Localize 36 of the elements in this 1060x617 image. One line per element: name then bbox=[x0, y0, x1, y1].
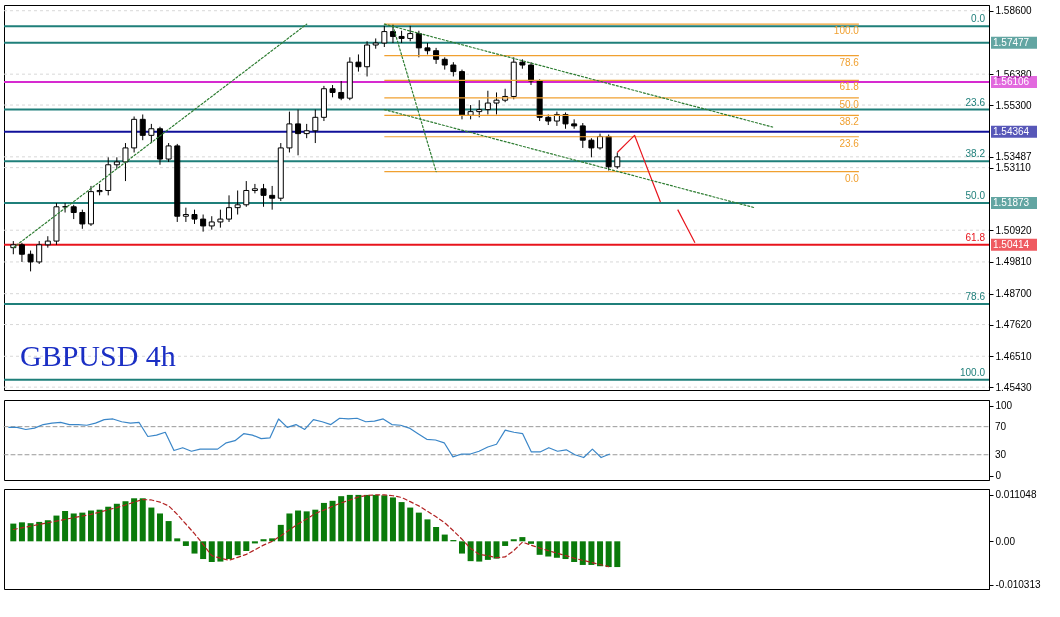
y-tick-label: 1.53487 bbox=[995, 151, 1033, 163]
annotation: 78.6 bbox=[839, 56, 860, 68]
annotation: 100.0 bbox=[959, 366, 986, 378]
ref-line-label: 1.57477 bbox=[993, 36, 1030, 48]
annotation: 50.0 bbox=[839, 98, 860, 110]
annotation: 23.6 bbox=[839, 137, 860, 149]
y-tick-label: 1.50920 bbox=[995, 224, 1033, 236]
annotation: 38.2 bbox=[965, 148, 986, 160]
y-tick-label: 1.53110 bbox=[995, 162, 1032, 174]
ref-line-label: 1.50414 bbox=[993, 238, 1030, 250]
y-tick-label: 1.58600 bbox=[995, 5, 1033, 17]
annotation: 61.8 bbox=[839, 81, 860, 93]
y-tick-label: 100 bbox=[995, 400, 1013, 412]
y-tick-label: 0.00 bbox=[995, 535, 1016, 547]
annotation: 50.0 bbox=[965, 189, 986, 201]
annotation: 38.2 bbox=[839, 116, 860, 128]
y-tick-label: 1.46510 bbox=[995, 350, 1033, 362]
y-tick-label: 1.45430 bbox=[995, 381, 1033, 393]
text: GBPUSD 4h bbox=[20, 339, 176, 372]
ref-line-label: 70 bbox=[995, 420, 1007, 432]
y-tick-label: 1.55300 bbox=[995, 99, 1033, 111]
ref-line-label: 1.51873 bbox=[993, 196, 1030, 208]
annotation: 0.0 bbox=[844, 172, 860, 184]
y-tick-label: 0 bbox=[995, 470, 1002, 482]
y-tick-label: 1.47620 bbox=[995, 319, 1033, 331]
y-tick-label: 0.011048 bbox=[995, 489, 1037, 501]
y-tick-label: -0.010313 bbox=[995, 579, 1041, 591]
annotation: 78.6 bbox=[965, 290, 986, 302]
ref-line-label: 30 bbox=[995, 448, 1007, 460]
annotation: 0.0 bbox=[971, 13, 986, 25]
annotation: 61.8 bbox=[965, 231, 986, 243]
annotation: 100.0 bbox=[833, 25, 860, 37]
y-tick-label: 1.48700 bbox=[995, 288, 1033, 300]
annotation: 23.6 bbox=[965, 96, 986, 108]
ref-line-label: 1.54364 bbox=[993, 125, 1030, 137]
y-tick-label: 1.49810 bbox=[995, 256, 1033, 268]
